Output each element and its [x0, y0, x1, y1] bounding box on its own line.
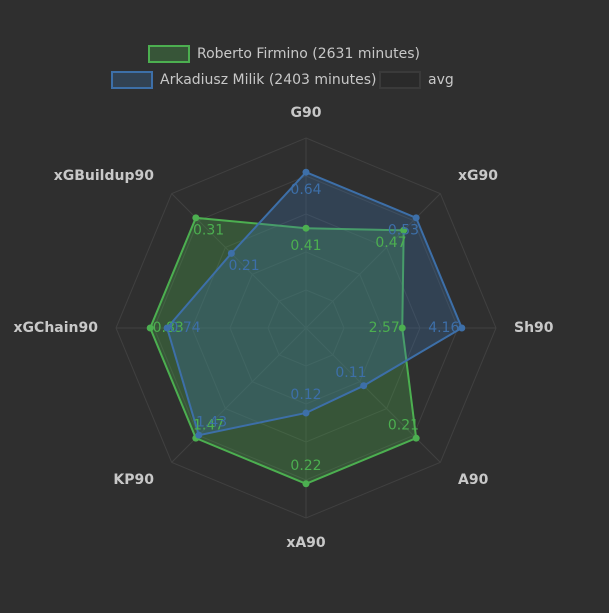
data-point	[458, 324, 466, 332]
value-label: 1.47	[193, 417, 224, 433]
data-point	[412, 434, 420, 442]
data-point	[192, 214, 200, 222]
legend-swatch	[379, 71, 421, 89]
value-label: 0.64	[290, 182, 321, 198]
value-label: 0.74	[170, 320, 201, 336]
value-label: 0.22	[290, 458, 321, 474]
value-label: 0.41	[290, 238, 321, 254]
axis-label: G90	[291, 105, 322, 121]
axis-label: xG90	[458, 168, 498, 184]
value-label: 0.47	[375, 235, 406, 251]
legend-label: Roberto Firmino (2631 minutes)	[197, 46, 420, 62]
data-point	[146, 324, 154, 332]
value-label: 4.16	[428, 320, 459, 336]
data-point	[412, 214, 420, 222]
value-label: 0.12	[290, 387, 321, 403]
data-point	[302, 480, 310, 488]
data-point	[360, 382, 368, 390]
axis-label: xGBuildup90	[54, 168, 155, 184]
value-label: 0.21	[388, 417, 419, 433]
axis-label: xGChain90	[14, 320, 99, 336]
axis-label: KP90	[113, 472, 154, 488]
value-label: 1.43	[196, 414, 227, 430]
legend-label: avg	[428, 72, 454, 88]
data-point	[398, 324, 406, 332]
data-point	[302, 409, 310, 417]
axis-label: xA90	[286, 535, 326, 551]
data-point	[163, 324, 171, 332]
data-point	[227, 249, 235, 257]
value-label: 0.21	[229, 258, 260, 274]
data-point	[302, 168, 310, 176]
legend-swatch	[148, 45, 190, 63]
value-label: 0.31	[193, 223, 224, 239]
legend-label: Arkadiusz Milik (2403 minutes)	[160, 72, 377, 88]
data-point	[400, 226, 408, 234]
value-label: 0.11	[335, 365, 366, 381]
data-point	[195, 431, 203, 439]
legend-swatch	[111, 71, 153, 89]
data-point	[302, 224, 310, 232]
value-label: 2.57	[369, 320, 400, 336]
value-label: 0.53	[388, 223, 419, 239]
axis-label: A90	[458, 472, 489, 488]
axis-label: Sh90	[514, 320, 554, 336]
